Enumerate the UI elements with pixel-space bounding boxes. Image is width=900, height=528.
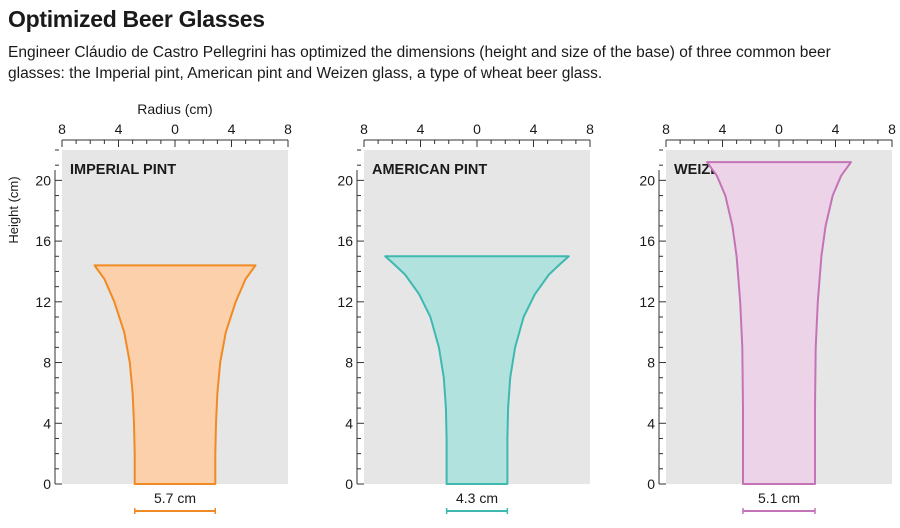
- x-tick-label: 4: [228, 121, 236, 137]
- y-tick-label: 4: [43, 415, 51, 431]
- x-tick-label: 8: [586, 121, 594, 137]
- y-tick-label: 4: [647, 415, 655, 431]
- page-title: Optimized Beer Glasses: [8, 6, 265, 32]
- y-axis-label: Height (cm): [6, 176, 21, 243]
- x-axis-label: Radius (cm): [137, 101, 212, 117]
- x-tick-label: 0: [775, 121, 783, 137]
- x-tick-label: 4: [115, 121, 123, 137]
- glass-profile: [706, 161, 852, 485]
- x-tick-label: 8: [662, 121, 670, 137]
- x-tick-label: 8: [360, 121, 368, 137]
- panel-title: AMERICAN PINT: [372, 162, 487, 178]
- y-tick-label: 20: [337, 172, 353, 188]
- y-tick-label: 20: [35, 172, 51, 188]
- x-tick-label: 4: [719, 121, 727, 137]
- y-tick-label: 8: [43, 355, 51, 371]
- y-tick-label: 8: [647, 355, 655, 371]
- y-tick-label: 0: [647, 476, 655, 492]
- glass-profile: [384, 255, 570, 485]
- x-tick-label: 4: [417, 121, 425, 137]
- y-tick-label: 12: [639, 294, 655, 310]
- x-tick-label: 4: [530, 121, 538, 137]
- base-width-label: 4.3 cm: [456, 490, 498, 506]
- page-subtitle: Engineer Cláudio de Castro Pellegrini ha…: [8, 44, 831, 82]
- y-tick-label: 12: [35, 294, 51, 310]
- base-width-label: 5.7 cm: [154, 490, 196, 506]
- panel-title: IMPERIAL PINT: [70, 162, 176, 178]
- x-tick-label: 0: [171, 121, 179, 137]
- x-tick-label: 8: [58, 121, 66, 137]
- y-tick-label: 20: [639, 172, 655, 188]
- y-tick-label: 16: [337, 233, 353, 249]
- y-tick-label: 4: [345, 415, 353, 431]
- y-tick-label: 16: [35, 233, 51, 249]
- base-width-label: 5.1 cm: [758, 490, 800, 506]
- y-tick-label: 16: [639, 233, 655, 249]
- y-tick-label: 8: [345, 355, 353, 371]
- x-tick-label: 8: [888, 121, 896, 137]
- x-tick-label: 8: [284, 121, 292, 137]
- y-tick-label: 0: [43, 476, 51, 492]
- glass-profile: [93, 264, 257, 485]
- x-tick-label: 0: [473, 121, 481, 137]
- x-tick-label: 4: [832, 121, 840, 137]
- y-tick-label: 12: [337, 294, 353, 310]
- y-tick-label: 0: [345, 476, 353, 492]
